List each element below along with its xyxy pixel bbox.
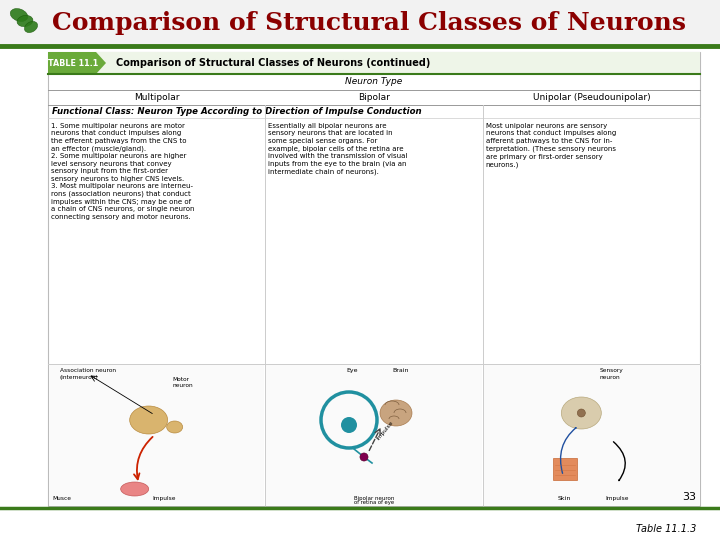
Text: Essentially all bipolar neurons are
sensory neurons that are located in
some spe: Essentially all bipolar neurons are sens… [269, 123, 408, 175]
Ellipse shape [24, 22, 37, 32]
Text: Impulse: Impulse [376, 420, 395, 441]
Text: 1. Some multipolar neurons are motor
neurons that conduct impulses along
the eff: 1. Some multipolar neurons are motor neu… [51, 123, 186, 152]
Bar [48, 52, 700, 74]
Text: Unipolar (Pseudounipolar): Unipolar (Pseudounipolar) [533, 93, 650, 102]
Ellipse shape [166, 421, 183, 433]
Text: 33: 33 [682, 492, 696, 502]
Text: (interneuron): (interneuron) [60, 375, 99, 380]
Text: Skin: Skin [557, 496, 571, 501]
Text: Impulse: Impulse [606, 496, 629, 501]
Ellipse shape [17, 16, 33, 26]
Text: Table 11.1.3: Table 11.1.3 [636, 524, 696, 534]
Text: of retina of eye: of retina of eye [354, 500, 394, 505]
Text: Functional Class: Neuron Type According to Direction of Impulse Conduction: Functional Class: Neuron Type According … [52, 107, 422, 116]
Text: neuron: neuron [173, 383, 193, 388]
Text: TABLE 11.1: TABLE 11.1 [48, 58, 98, 68]
Ellipse shape [121, 482, 148, 496]
Text: 3. Most multipolar neurons are interneu-
rons (association neurons) that conduct: 3. Most multipolar neurons are interneu-… [51, 184, 194, 220]
Bar [49, 365, 264, 505]
Text: 2. Some multipolar neurons are higher
level sensory neurons that convey
sensory : 2. Some multipolar neurons are higher le… [51, 153, 186, 181]
Text: neuron: neuron [599, 375, 620, 380]
FancyArrowPatch shape [561, 428, 576, 474]
Text: Bipolar: Bipolar [358, 93, 390, 102]
Text: Musce: Musce [52, 496, 71, 501]
Text: Bipolar neuron: Bipolar neuron [354, 496, 395, 501]
Circle shape [577, 409, 585, 417]
Polygon shape [48, 52, 106, 74]
Ellipse shape [562, 397, 601, 429]
Text: Eye: Eye [346, 368, 358, 373]
Text: Association neuron: Association neuron [60, 368, 116, 373]
Circle shape [360, 453, 368, 461]
Text: Most unipolar neurons are sensory
neurons that conduct impulses along
afferent p: Most unipolar neurons are sensory neuron… [486, 123, 616, 167]
Bar [554, 458, 577, 480]
Bar [0, 0, 720, 46]
Ellipse shape [380, 400, 412, 426]
FancyArrowPatch shape [613, 442, 625, 481]
Bar [266, 365, 482, 505]
Text: Brain: Brain [392, 368, 408, 373]
Text: Motor: Motor [173, 377, 189, 382]
Text: Multipolar: Multipolar [134, 93, 179, 102]
Ellipse shape [130, 406, 168, 434]
Text: Comparison of Structural Classes of Neurons (continued): Comparison of Structural Classes of Neur… [116, 58, 431, 68]
Text: Sensory: Sensory [599, 368, 623, 373]
Ellipse shape [10, 9, 27, 22]
Bar [484, 365, 699, 505]
Text: Comparison of Structural Classes of Neurons: Comparison of Structural Classes of Neur… [52, 11, 686, 35]
Text: Impulse: Impulse [153, 496, 176, 501]
Text: Neuron Type: Neuron Type [346, 78, 402, 86]
Bar [48, 52, 700, 506]
Circle shape [341, 417, 357, 433]
